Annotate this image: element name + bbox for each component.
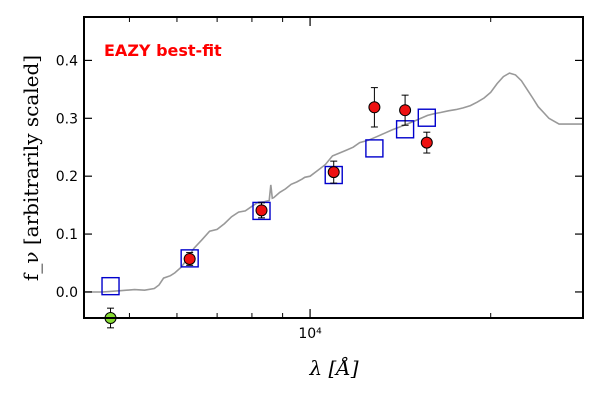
marker-layer bbox=[101, 87, 436, 329]
model-point bbox=[180, 249, 199, 268]
observed-point bbox=[255, 204, 268, 217]
y-axis-title: f_ν [arbitrarily scaled] bbox=[19, 55, 43, 281]
model-point bbox=[417, 108, 436, 127]
x-tick-label: 10⁴ bbox=[298, 326, 322, 342]
sed-line bbox=[84, 72, 583, 293]
observed-point bbox=[399, 104, 412, 117]
tick-layer: 0.0 0.1 0.2 0.3 0.4 10⁴ bbox=[56, 17, 583, 342]
y-tick-label: 0.4 bbox=[56, 53, 78, 69]
observed-point bbox=[183, 252, 196, 265]
y-tick-label: 0.1 bbox=[56, 227, 78, 243]
series-layer bbox=[84, 72, 583, 293]
plot-frame bbox=[83, 16, 584, 319]
x-axis-title: λ [Å] bbox=[308, 355, 358, 380]
observed-point bbox=[368, 101, 381, 114]
annotation-label: EAZY best-fit bbox=[104, 41, 222, 60]
observed-point bbox=[420, 136, 433, 149]
y-tick-label: 0.0 bbox=[56, 285, 78, 301]
y-tick-label: 0.3 bbox=[56, 111, 78, 127]
model-point bbox=[101, 276, 120, 296]
model-point bbox=[365, 139, 384, 158]
y-tick-label: 0.2 bbox=[56, 169, 78, 185]
observed-point bbox=[327, 166, 340, 179]
